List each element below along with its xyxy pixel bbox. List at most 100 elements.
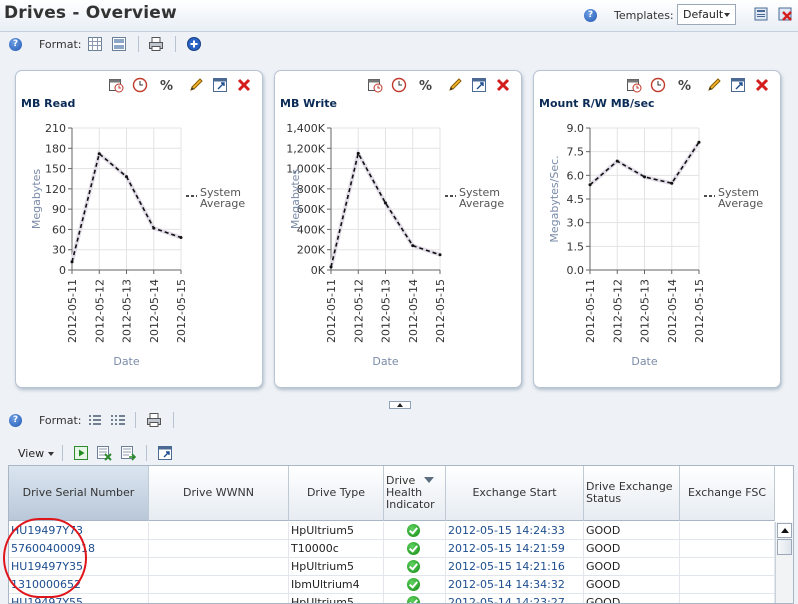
data-point (356, 151, 360, 155)
maximize-icon[interactable] (212, 77, 228, 93)
chevron-down-icon (724, 13, 730, 17)
edit-icon[interactable] (447, 77, 463, 93)
clock-icon[interactable] (132, 77, 148, 93)
scroll-up-button[interactable] (777, 523, 792, 538)
table-row[interactable]: HU19497Y55 HpUltrium5 2012-05-14 14:23:27 G… (9, 594, 775, 603)
toolbar-separator (175, 36, 176, 52)
column-header-drive-type[interactable]: Drive Type (289, 466, 384, 521)
calendar-icon[interactable] (626, 77, 642, 93)
line-chart: 0.0 1.5 3.0 4.5 6.0 7.5 9.0 2012-05-11 2012-05-1… (548, 122, 763, 368)
x-tick-label: 2012-05-15 (434, 279, 447, 343)
calendar-icon[interactable] (108, 77, 124, 93)
legend-label: Average (718, 197, 763, 210)
cell-serial-number[interactable]: HU19497Y73 (9, 522, 149, 540)
percent-icon[interactable]: % (158, 77, 174, 93)
remove-icon[interactable] (495, 77, 511, 93)
scroll-thumb[interactable] (777, 539, 792, 555)
page-header: Drives - Overview ? Templates: Default (0, 0, 798, 32)
run-icon[interactable] (73, 445, 89, 461)
x-tick-label: 2012-05-12 (93, 279, 106, 343)
sort-descending-icon[interactable] (424, 477, 434, 483)
filter-icon[interactable] (96, 445, 112, 461)
cell-serial-number[interactable]: 576004000918 (9, 540, 149, 558)
table-row[interactable]: HU19497Y35 HpUltrium5 2012-05-15 14:21:16 G… (9, 558, 775, 576)
y-tick-label: 1,400K (286, 122, 325, 135)
maximize-icon[interactable] (471, 77, 487, 93)
column-header-drive-health-indicator[interactable]: Drive Health Indicator (384, 466, 446, 521)
remove-icon[interactable] (754, 77, 770, 93)
x-tick-label: 2012-05-12 (352, 279, 365, 343)
cell-exchange-start[interactable]: 2012-05-15 14:21:59 (446, 540, 584, 558)
cell-serial-number[interactable]: HU19497Y55 (9, 594, 149, 603)
format-toolbar: ? Format: (0, 32, 798, 56)
column-header-exchange-fsc[interactable]: Exchange FSC (680, 466, 775, 521)
tree-list-icon[interactable] (110, 412, 126, 428)
ok-icon (407, 542, 420, 555)
ok-icon (407, 524, 420, 537)
templates-select[interactable]: Default (677, 4, 736, 25)
maximize-icon[interactable] (730, 77, 746, 93)
export-icon[interactable] (754, 7, 768, 21)
edit-icon[interactable] (706, 77, 722, 93)
x-tick-label: 2012-05-15 (693, 279, 706, 343)
y-tick-label: 90 (52, 203, 66, 216)
cell-exchange-start[interactable]: 2012-05-14 14:34:32 (446, 576, 584, 594)
chart-panel-mb-read: MB Read % 0 30 60 90 120 150 180 210 2012-05-11 2… (15, 70, 263, 388)
clock-icon[interactable] (391, 77, 407, 93)
percent-icon[interactable]: % (417, 77, 433, 93)
cell-serial-number[interactable]: 1310000652 (9, 576, 149, 594)
print-icon[interactable] (148, 36, 164, 52)
cell-health (384, 522, 446, 540)
cell-exchange-start[interactable]: 2012-05-14 14:23:27 (446, 594, 584, 603)
view-menu[interactable]: View (18, 447, 55, 460)
table-row[interactable]: 1310000652 IbmUltrium4 2012-05-14 14:34:32… (9, 576, 775, 594)
table-row[interactable]: HU19497Y73 HpUltrium5 2012-05-15 14:24:33 G… (9, 522, 775, 540)
vertical-scrollbar[interactable] (775, 522, 793, 603)
layout-single-icon[interactable] (111, 36, 127, 52)
column-header-drive-exchange-status[interactable]: Drive Exchange Status (584, 466, 680, 521)
add-icon[interactable] (186, 36, 202, 52)
line-chart: 0K 200K 400K 600K 800K 1,000K 1,200K 1,400K 2012… (286, 122, 504, 368)
export-table-icon[interactable] (120, 445, 136, 461)
column-header-drive-serial-number[interactable]: Drive Serial Number (9, 466, 149, 521)
format-label: Format: (39, 414, 82, 427)
y-tick-label: 4.5 (567, 193, 585, 206)
table-row[interactable]: 576004000918 T10000c 2012-05-15 14:21:59 GO… (9, 540, 775, 558)
help-icon[interactable]: ? (9, 414, 22, 427)
y-tick-label: 9.0 (567, 122, 585, 135)
y-tick-label: 180 (45, 142, 66, 155)
column-header-exchange-start[interactable]: Exchange Start (446, 466, 584, 521)
page-title: Drives - Overview (4, 3, 177, 23)
list-icon[interactable] (87, 412, 103, 428)
close-icon[interactable] (778, 7, 792, 21)
cell-exchange-start[interactable]: 2012-05-15 14:24:33 (446, 522, 584, 540)
print-icon[interactable] (146, 412, 162, 428)
y-axis-label: Megabytes (30, 169, 43, 230)
clock-icon[interactable] (650, 77, 666, 93)
remove-icon[interactable] (236, 77, 252, 93)
cell-drive-type: HpUltrium5 (289, 594, 384, 603)
cell-exchange-status: GOOD (584, 522, 680, 540)
help-icon[interactable]: ? (584, 9, 597, 22)
layout-grid-icon[interactable] (87, 36, 103, 52)
cell-drive-type: HpUltrium5 (289, 522, 384, 540)
column-header-drive-wwnn[interactable]: Drive WWNN (149, 466, 289, 521)
drives-table: Drive Serial Number Drive WWNN Drive Typ… (8, 465, 794, 604)
cell-wwnn (149, 594, 289, 603)
y-tick-label: 800K (297, 183, 326, 196)
x-tick-label: 2012-05-11 (325, 279, 338, 343)
edit-icon[interactable] (188, 77, 204, 93)
toolbar-separator (138, 36, 139, 52)
y-tick-label: 0.0 (567, 264, 585, 277)
percent-icon[interactable]: % (676, 77, 692, 93)
cell-wwnn (149, 540, 289, 558)
help-icon[interactable]: ? (9, 38, 22, 51)
templates-label: Templates: (614, 9, 674, 22)
cell-serial-number[interactable]: HU19497Y35 (9, 558, 149, 576)
detach-icon[interactable] (157, 445, 173, 461)
x-tick-label: 2012-05-13 (380, 279, 393, 343)
calendar-icon[interactable] (367, 77, 383, 93)
x-tick-label: 2012-05-11 (584, 279, 597, 343)
cell-exchange-start[interactable]: 2012-05-15 14:21:16 (446, 558, 584, 576)
collapse-charts-button[interactable] (389, 401, 411, 409)
